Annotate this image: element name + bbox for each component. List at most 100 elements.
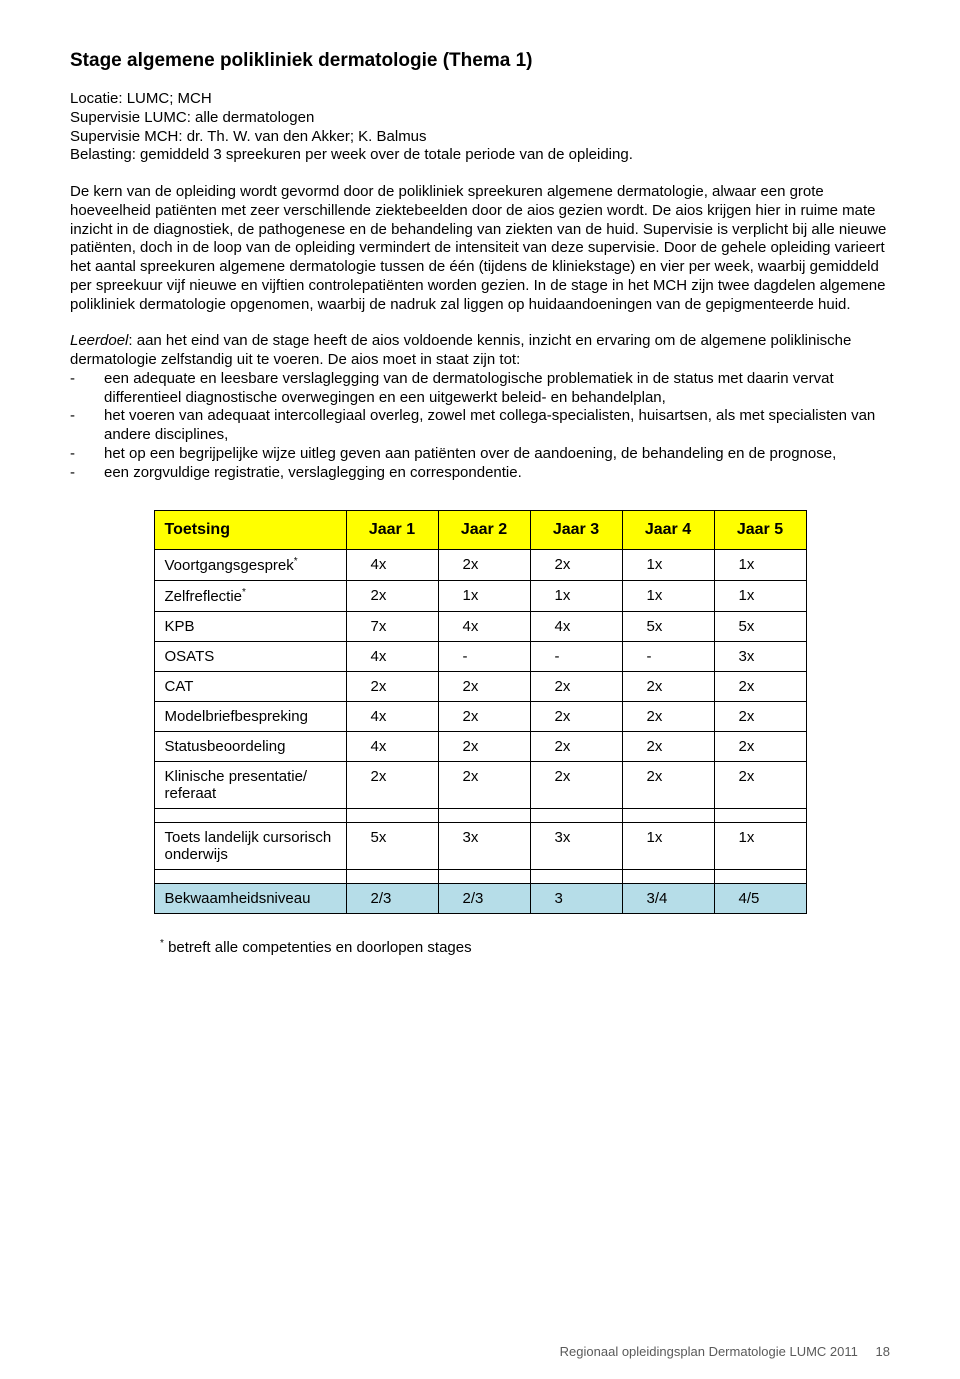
list-item: - een adequate en leesbare verslagleggin… xyxy=(70,370,890,408)
table-row: Voortgangsgesprek* 4x 2x 2x 1x 1x xyxy=(154,550,806,581)
page-footer: Regionaal opleidingsplan Dermatologie LU… xyxy=(560,1344,890,1359)
col-header-jaar4: Jaar 4 xyxy=(622,511,714,550)
cell: 2x xyxy=(438,702,530,732)
bullet-dash-icon: - xyxy=(70,407,104,445)
col-header-jaar2: Jaar 2 xyxy=(438,511,530,550)
cell: 4x xyxy=(346,642,438,672)
table-row: Klinische presentatie/ referaat 2x 2x 2x… xyxy=(154,762,806,809)
table-row: Modelbriefbespreking 4x 2x 2x 2x 2x xyxy=(154,702,806,732)
cell: 2x xyxy=(438,672,530,702)
list-item: - een zorgvuldige registratie, verslagle… xyxy=(70,464,890,483)
cell: 2x xyxy=(346,672,438,702)
page-container: Stage algemene polikliniek dermatologie … xyxy=(0,0,960,1379)
cell: - xyxy=(438,642,530,672)
cell: 2x xyxy=(346,762,438,809)
cell: 2x xyxy=(530,550,622,581)
cell: 2x xyxy=(714,762,806,809)
cell: 1x xyxy=(530,581,622,612)
cell: 3x xyxy=(714,642,806,672)
col-header-toetsing: Toetsing xyxy=(154,511,346,550)
cell: 3 xyxy=(530,884,622,914)
cell: 2x xyxy=(622,672,714,702)
cell: 2x xyxy=(714,732,806,762)
intro-block: Locatie: LUMC; MCH Supervisie LUMC: alle… xyxy=(70,90,890,165)
cell: 2x xyxy=(530,732,622,762)
list-item: - het op een begrijpelijke wijze uitleg … xyxy=(70,445,890,464)
cell: 2x xyxy=(622,762,714,809)
bullet-dash-icon: - xyxy=(70,370,104,408)
cell: 3/4 xyxy=(622,884,714,914)
bullet-list: - een adequate en leesbare verslagleggin… xyxy=(70,370,890,483)
cell: 2x xyxy=(346,581,438,612)
page-title: Stage algemene polikliniek dermatologie … xyxy=(70,50,890,72)
cell: 2/3 xyxy=(438,884,530,914)
table-header-row: Toetsing Jaar 1 Jaar 2 Jaar 3 Jaar 4 Jaa… xyxy=(154,511,806,550)
bullet-dash-icon: - xyxy=(70,464,104,483)
cell: 4x xyxy=(346,732,438,762)
table-row: Zelfreflectie* 2x 1x 1x 1x 1x xyxy=(154,581,806,612)
cell: 2x xyxy=(622,732,714,762)
bullet-text: een zorgvuldige registratie, verslaglegg… xyxy=(104,464,890,483)
bullet-text: een adequate en leesbare verslaglegging … xyxy=(104,370,890,408)
leerdoel-block: Leerdoel: aan het eind van de stage heef… xyxy=(70,332,890,482)
table-row: KPB 7x 4x 4x 5x 5x xyxy=(154,612,806,642)
col-header-jaar1: Jaar 1 xyxy=(346,511,438,550)
cell: 2x xyxy=(622,702,714,732)
cell: 1x xyxy=(714,550,806,581)
cell: 2x xyxy=(438,550,530,581)
cell: 1x xyxy=(622,581,714,612)
row-label: Voortgangsgesprek* xyxy=(154,550,346,581)
col-header-jaar5: Jaar 5 xyxy=(714,511,806,550)
cell: 5x xyxy=(346,823,438,870)
cell: - xyxy=(530,642,622,672)
list-item: - het voeren van adequaat intercollegiaa… xyxy=(70,407,890,445)
cell: 2x xyxy=(438,732,530,762)
cell: 1x xyxy=(714,581,806,612)
cell: 1x xyxy=(622,823,714,870)
leerdoel-label: Leerdoel xyxy=(70,332,128,349)
cell: 4x xyxy=(530,612,622,642)
cell: 3x xyxy=(530,823,622,870)
cell: 4x xyxy=(346,702,438,732)
intro-line-supervisie-lumc: Supervisie LUMC: alle dermatologen xyxy=(70,109,890,128)
bullet-text: het voeren van adequaat intercollegiaal … xyxy=(104,407,890,445)
row-label: Statusbeoordeling xyxy=(154,732,346,762)
col-header-jaar3: Jaar 3 xyxy=(530,511,622,550)
cell: 2x xyxy=(714,702,806,732)
toetsing-table: Toetsing Jaar 1 Jaar 2 Jaar 3 Jaar 4 Jaa… xyxy=(154,510,807,914)
cell: 2x xyxy=(530,762,622,809)
body-paragraph-1: De kern van de opleiding wordt gevormd d… xyxy=(70,183,890,314)
cell: 2/3 xyxy=(346,884,438,914)
cell: 2x xyxy=(530,702,622,732)
intro-line-supervisie-mch: Supervisie MCH: dr. Th. W. van den Akker… xyxy=(70,128,890,147)
row-label: Bekwaamheidsniveau xyxy=(154,884,346,914)
page-number: 18 xyxy=(876,1344,890,1359)
table-spacer-row xyxy=(154,870,806,884)
sup-marker: * xyxy=(294,556,298,567)
cell: 4/5 xyxy=(714,884,806,914)
row-label: Modelbriefbespreking xyxy=(154,702,346,732)
cell: 7x xyxy=(346,612,438,642)
cell: 2x xyxy=(714,672,806,702)
leerdoel-text: : aan het eind van de stage heeft de aio… xyxy=(70,332,851,368)
bullet-text: het op een begrijpelijke wijze uitleg ge… xyxy=(104,445,890,464)
table-row: OSATS 4x - - - 3x xyxy=(154,642,806,672)
row-label: Toets landelijk cursorisch onderwijs xyxy=(154,823,346,870)
cell: 2x xyxy=(530,672,622,702)
table-row: CAT 2x 2x 2x 2x 2x xyxy=(154,672,806,702)
cell: - xyxy=(622,642,714,672)
cell: 2x xyxy=(438,762,530,809)
row-label: OSATS xyxy=(154,642,346,672)
row-label: Klinische presentatie/ referaat xyxy=(154,762,346,809)
bullet-dash-icon: - xyxy=(70,445,104,464)
intro-line-locatie: Locatie: LUMC; MCH xyxy=(70,90,890,109)
row-label: Zelfreflectie* xyxy=(154,581,346,612)
row-label-text: Voortgangsgesprek xyxy=(165,557,294,574)
sup-marker: * xyxy=(242,587,246,598)
intro-line-belasting: Belasting: gemiddeld 3 spreekuren per we… xyxy=(70,146,890,165)
footer-text: Regionaal opleidingsplan Dermatologie LU… xyxy=(560,1344,858,1359)
row-label: CAT xyxy=(154,672,346,702)
table-row: Statusbeoordeling 4x 2x 2x 2x 2x xyxy=(154,732,806,762)
row-label-text: Zelfreflectie xyxy=(165,588,243,605)
cell: 4x xyxy=(346,550,438,581)
